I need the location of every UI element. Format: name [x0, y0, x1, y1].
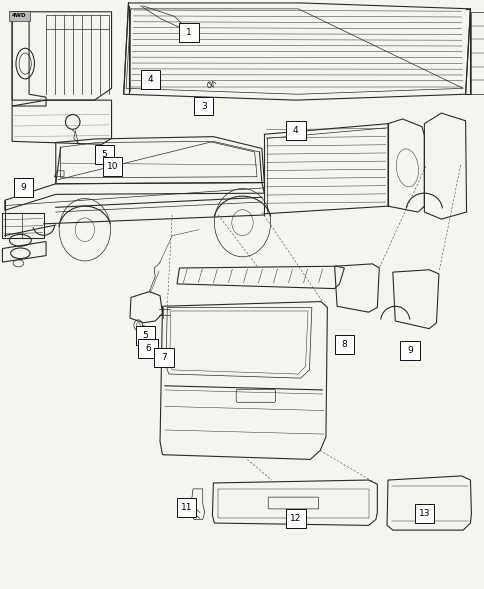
FancyBboxPatch shape	[194, 97, 213, 115]
FancyBboxPatch shape	[103, 157, 122, 176]
Text: 9: 9	[20, 183, 26, 192]
FancyBboxPatch shape	[9, 11, 30, 21]
Text: 9: 9	[406, 346, 412, 355]
Text: 4: 4	[292, 126, 298, 135]
FancyBboxPatch shape	[414, 504, 433, 523]
Text: 10: 10	[106, 161, 118, 171]
Text: 7: 7	[161, 353, 166, 362]
Text: 5: 5	[101, 150, 107, 159]
FancyBboxPatch shape	[177, 498, 196, 517]
FancyBboxPatch shape	[286, 121, 305, 140]
FancyBboxPatch shape	[94, 145, 114, 164]
Text: 4: 4	[147, 75, 153, 84]
FancyBboxPatch shape	[136, 326, 155, 345]
FancyBboxPatch shape	[154, 348, 173, 367]
FancyBboxPatch shape	[286, 509, 305, 528]
Text: 4WD: 4WD	[12, 14, 27, 18]
FancyBboxPatch shape	[399, 341, 419, 360]
Text: 5: 5	[142, 331, 148, 340]
Text: 6: 6	[145, 344, 151, 353]
Text: 12: 12	[289, 514, 301, 523]
FancyBboxPatch shape	[140, 70, 160, 89]
FancyBboxPatch shape	[138, 339, 157, 358]
FancyBboxPatch shape	[14, 178, 33, 197]
FancyBboxPatch shape	[179, 23, 198, 42]
Text: 1: 1	[186, 28, 192, 37]
Text: 8: 8	[341, 340, 347, 349]
Text: 13: 13	[418, 509, 429, 518]
FancyBboxPatch shape	[334, 335, 353, 354]
Text: 3: 3	[200, 101, 206, 111]
Text: 11: 11	[181, 503, 192, 512]
